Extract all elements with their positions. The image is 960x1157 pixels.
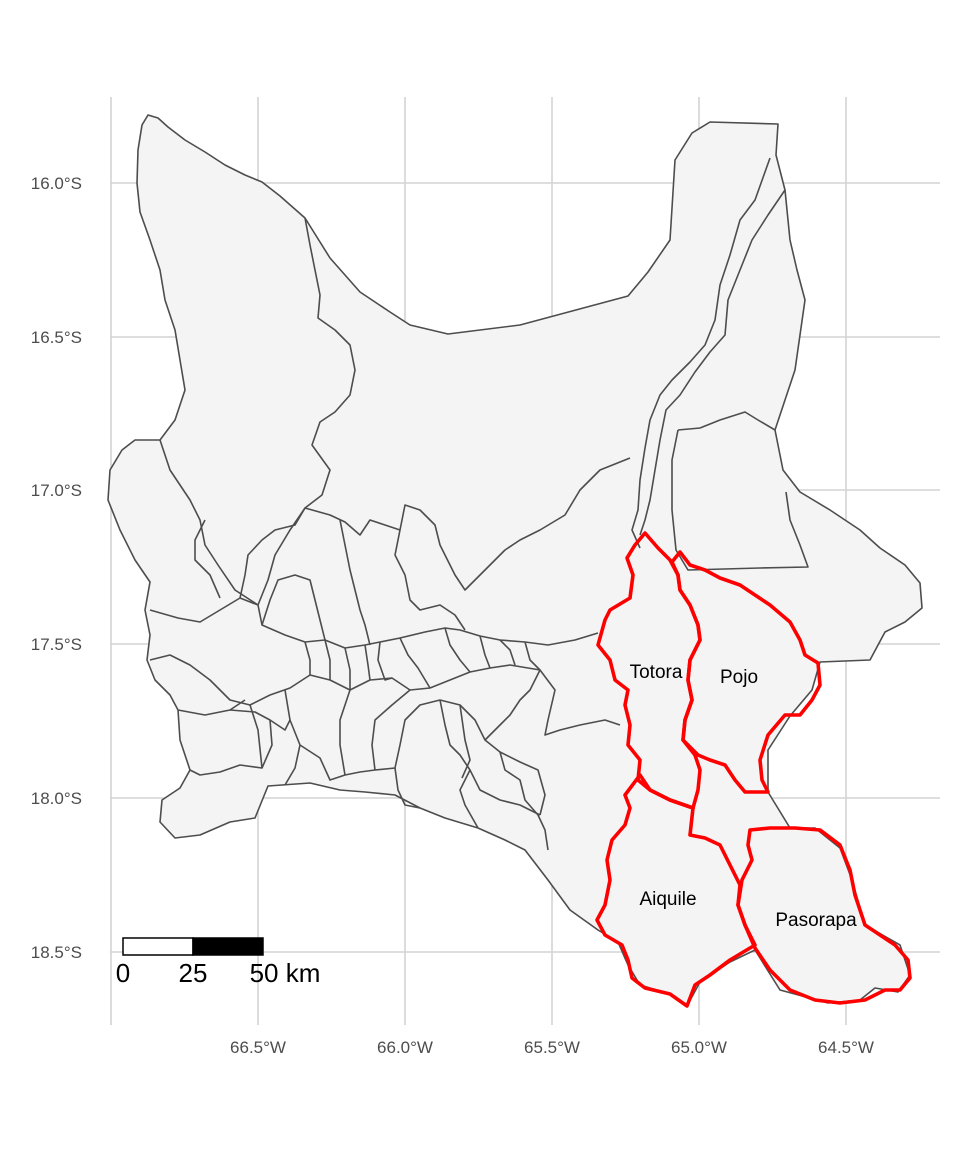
lat-tick-label: 17.0°S bbox=[31, 481, 82, 500]
boundary-north-west bbox=[304, 217, 356, 509]
boundary-east-panel bbox=[671, 411, 809, 571]
boundary-east-band bbox=[639, 189, 786, 536]
municipality-labels: Totora Pojo Aiquile Pasorapa bbox=[630, 662, 858, 931]
scale-bar: 0 25 50 km bbox=[116, 937, 321, 988]
boundary-central-mesh-e bbox=[304, 627, 541, 690]
lon-tick-label: 64.5°W bbox=[818, 1038, 874, 1057]
label-pasorapa: Pasorapa bbox=[775, 910, 857, 931]
pasorapa-boundary bbox=[736, 826, 912, 1005]
lat-tick-label: 16.5°S bbox=[31, 328, 82, 347]
scale-label-end: 50 km bbox=[250, 958, 321, 988]
longitude-axis: 66.5°W 66.0°W 65.5°W 65.0°W 64.5°W bbox=[230, 1038, 874, 1057]
department-outline bbox=[107, 114, 923, 1007]
latitude-axis: 16.0°S 16.5°S 17.0°S 17.5°S 18.0°S 18.5°… bbox=[31, 174, 82, 962]
scale-label-mid: 25 bbox=[179, 958, 208, 988]
label-pojo: Pojo bbox=[720, 667, 758, 688]
lat-tick-label: 18.0°S bbox=[31, 789, 82, 808]
aiquile-boundary bbox=[595, 773, 757, 1008]
boundary-central-mesh-c bbox=[177, 689, 546, 816]
boundary-central-mesh-d bbox=[194, 507, 466, 646]
pojo-boundary bbox=[670, 550, 822, 794]
label-totora: Totora bbox=[630, 662, 683, 683]
lat-tick-label: 17.5°S bbox=[31, 635, 82, 654]
lon-tick-label: 66.0°W bbox=[377, 1038, 433, 1057]
scale-label-start: 0 bbox=[116, 958, 130, 988]
lat-tick-label: 16.0°S bbox=[31, 174, 82, 193]
scale-bar-white-segment bbox=[122, 937, 194, 956]
label-aiquile: Aiquile bbox=[639, 889, 696, 910]
highlighted-municipality-borders bbox=[595, 531, 912, 1008]
lon-tick-label: 65.0°W bbox=[671, 1038, 727, 1057]
boundary-west-arc bbox=[159, 439, 631, 606]
lat-tick-label: 18.5°S bbox=[31, 943, 82, 962]
lon-tick-label: 65.5°W bbox=[524, 1038, 580, 1057]
scale-bar-black-segment bbox=[192, 937, 264, 956]
boundary-south-west bbox=[394, 751, 549, 851]
municipality-boundaries bbox=[149, 157, 809, 851]
boundary-north-east-band bbox=[631, 157, 771, 549]
lon-tick-label: 66.5°W bbox=[230, 1038, 286, 1057]
